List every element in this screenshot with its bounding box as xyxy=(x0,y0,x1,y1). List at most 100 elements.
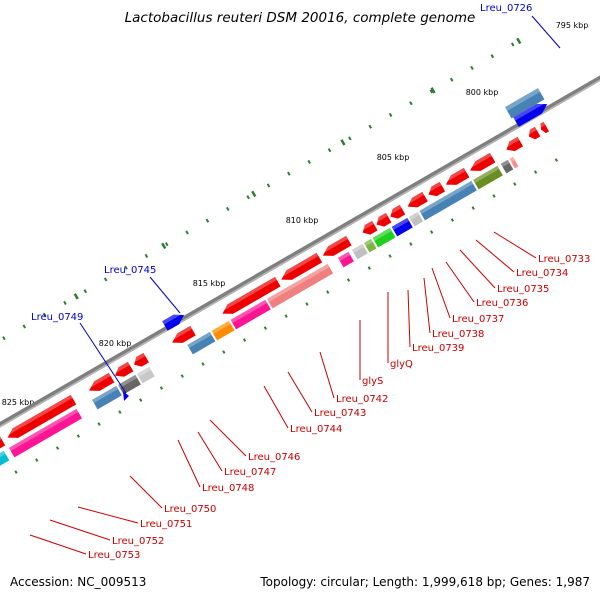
minor-tick xyxy=(2,336,6,341)
inner-tick xyxy=(14,470,18,474)
cds-reverse-18 xyxy=(419,180,477,221)
cds-reverse-16 xyxy=(391,217,413,237)
gene-forward-lreu-0726 xyxy=(513,99,548,127)
minor-tick xyxy=(42,312,47,317)
inner-tick xyxy=(430,230,434,234)
leader-line-lreu-0751 xyxy=(77,506,139,524)
gene-reverse-15 xyxy=(404,191,428,208)
gene-label-lreu-0746: Lreu_0746 xyxy=(248,452,300,463)
leader-line-lreu-0742 xyxy=(319,351,335,399)
minor-tick xyxy=(429,89,434,94)
cds-reverse-19 xyxy=(473,165,503,190)
inner-tick xyxy=(326,290,330,294)
minor-tick xyxy=(490,54,495,59)
leader-line-lreu-0735 xyxy=(459,249,496,289)
cds-reverse-20 xyxy=(500,159,514,174)
leader-line-lreu-0752 xyxy=(49,519,111,541)
leader-line-lreu-0753 xyxy=(29,534,87,555)
inner-tick xyxy=(159,386,164,390)
gene-label-lreu-0734: Lreu_0734 xyxy=(516,268,568,279)
minor-tick xyxy=(103,277,108,282)
tick-label: 810 kbp xyxy=(286,216,319,225)
gene-label-lreu-0747: Lreu_0747 xyxy=(224,467,276,478)
minor-tick xyxy=(63,300,67,305)
leader-line-lreu-0746 xyxy=(209,419,247,457)
gene-reverse-11 xyxy=(320,235,352,256)
minor-tick xyxy=(246,195,250,200)
inner-tick xyxy=(242,338,247,342)
inner-tick xyxy=(450,218,455,222)
minor-tick xyxy=(22,324,27,329)
cds-reverse-5 xyxy=(92,385,122,410)
major-tick xyxy=(161,242,167,250)
inner-tick xyxy=(284,314,288,318)
tick-label: 825 kbp xyxy=(2,398,35,407)
gene-label-lreu-0751: Lreu_0751 xyxy=(140,519,192,530)
leader-line-lreu-0736 xyxy=(445,261,475,303)
tick-label: 805 kbp xyxy=(377,153,410,162)
minor-tick xyxy=(348,136,352,141)
genome-summary-text: Topology: circular; Length: 1,999,618 bp… xyxy=(259,575,590,589)
minor-tick xyxy=(144,253,149,258)
inner-tick xyxy=(554,158,558,162)
minor-tick xyxy=(409,101,413,106)
gene-label-lreu-0752: Lreu_0752 xyxy=(112,536,164,547)
gene-label-lreu-0745: Lreu_0745 xyxy=(104,265,156,276)
minor-tick xyxy=(470,65,474,70)
gene-reverse-5 xyxy=(86,372,115,391)
backbone-layer xyxy=(0,75,600,428)
inner-tick xyxy=(533,170,538,174)
minor-tick xyxy=(388,112,393,117)
inner-tick xyxy=(305,302,309,306)
leader-line-lreu-0743 xyxy=(287,371,313,413)
labels-layer: Lreu_0726 Lreu_0745 Lreu_0749 Lreu_0733 Lreu… xyxy=(29,3,590,561)
gene-reverse-4 xyxy=(4,394,77,438)
inner-tick xyxy=(118,410,122,414)
inner-tick xyxy=(346,278,351,282)
gene-label-glyq: glyQ xyxy=(390,359,413,370)
gene-label-lreu-0744: Lreu_0744 xyxy=(290,424,342,435)
leader-line-lreu-0745 xyxy=(149,276,181,314)
inner-tick xyxy=(180,374,184,378)
minor-tick xyxy=(327,148,332,153)
gene-reverse-7 xyxy=(131,352,149,367)
gene-label-lreu-0743: Lreu_0743 xyxy=(314,408,366,419)
minor-tick xyxy=(185,230,189,235)
gene-reverse-14 xyxy=(387,204,406,219)
major-tick xyxy=(340,139,346,146)
cds-reverse-17 xyxy=(409,211,424,227)
leader-line-lreu-0738 xyxy=(423,277,431,334)
gene-label-lreu-0738: Lreu_0738 xyxy=(432,329,484,340)
gene-label-lreu-0750: Lreu_0750 xyxy=(164,504,216,515)
inner-tick xyxy=(139,398,143,402)
minor-tick xyxy=(307,159,311,164)
tick-label: 820 kbp xyxy=(99,339,132,348)
gene-reverse-12 xyxy=(359,220,378,235)
genome-backbone-highlight xyxy=(0,79,600,428)
cds-forward-lreu-0726 xyxy=(505,88,545,119)
leader-line-lreu-0748 xyxy=(177,439,201,488)
leader-line-lreu-0737 xyxy=(431,267,451,319)
major-tick xyxy=(251,190,257,198)
leader-line-lreu-0726 xyxy=(531,15,561,49)
minor-tick xyxy=(164,242,169,247)
inner-tick xyxy=(471,206,475,210)
gene-label-lreu-0748: Lreu_0748 xyxy=(202,483,254,494)
cds-reverse-9 xyxy=(211,320,235,341)
leader-line-lreu-0739 xyxy=(407,289,411,348)
inner-tick xyxy=(97,422,101,426)
cds-reverse-13 xyxy=(351,243,368,260)
gene-label-lreu-0742: Lreu_0742 xyxy=(336,394,388,405)
minor-tick xyxy=(287,171,291,176)
gene-reverse-20 xyxy=(526,126,541,140)
major-tick xyxy=(73,293,79,300)
tick-label: 815 kbp xyxy=(193,279,226,288)
gene-label-glys: glyS xyxy=(362,376,383,387)
inner-tick xyxy=(492,194,496,198)
cds-reverse-3 xyxy=(0,450,10,477)
inner-tick xyxy=(513,182,517,186)
inner-tick xyxy=(388,254,392,258)
gene-label-lreu-0737: Lreu_0737 xyxy=(452,314,504,325)
cds-reverse-21 xyxy=(509,156,519,169)
